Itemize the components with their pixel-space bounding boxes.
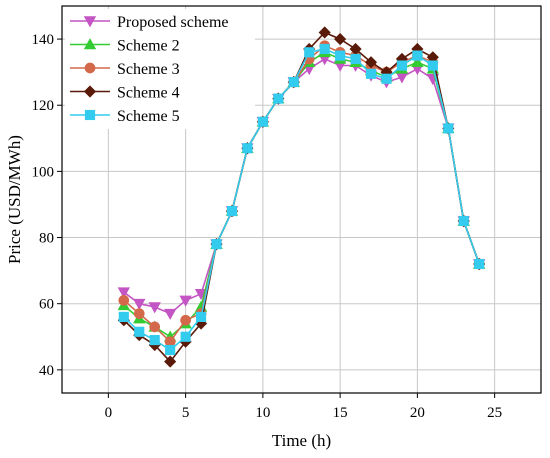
x-tick-label: 10	[255, 405, 270, 421]
legend-label: Scheme 3	[117, 61, 180, 78]
legend-item: Scheme 3	[70, 61, 180, 78]
legend-label: Scheme 2	[117, 38, 180, 55]
data-point	[149, 321, 161, 333]
x-tick-label: 25	[487, 405, 502, 421]
legend-label: Scheme 5	[117, 108, 180, 125]
data-point	[165, 344, 176, 356]
legend-marker	[84, 62, 96, 74]
legend-item: Scheme 5	[70, 108, 180, 125]
data-point	[365, 68, 377, 79]
data-point	[273, 93, 284, 104]
legend-item: Scheme 4	[70, 85, 180, 102]
data-point	[118, 311, 129, 322]
legend-label: Scheme 4	[117, 85, 180, 102]
data-point	[304, 47, 315, 58]
data-point	[134, 326, 145, 337]
data-point	[242, 143, 253, 154]
data-point	[350, 53, 361, 64]
y-tick-label: 140	[32, 32, 55, 48]
data-point	[148, 302, 161, 314]
data-point	[164, 355, 177, 368]
plot-frame	[61, 5, 542, 394]
data-point	[412, 50, 423, 61]
legend-marker	[83, 16, 97, 28]
y-tick-label: 60	[39, 297, 54, 313]
data-point	[133, 308, 145, 319]
x-tick-label: 20	[410, 405, 425, 421]
data-point	[180, 331, 191, 342]
data-point	[396, 60, 408, 71]
data-point	[179, 295, 192, 307]
data-point	[335, 50, 346, 61]
data-point	[149, 335, 160, 346]
x-tick-label: 0	[105, 405, 113, 421]
legend-box	[65, 9, 255, 129]
legend-marker	[83, 85, 97, 98]
x-tick-label: 5	[182, 405, 190, 421]
legend-label: Proposed scheme	[117, 14, 229, 31]
data-point	[364, 56, 378, 69]
legend: Proposed scheme Scheme 2 Scheme 3 Scheme 4 S…	[65, 9, 255, 129]
data-point	[334, 33, 347, 46]
data-point	[211, 239, 222, 250]
data-point	[411, 55, 424, 68]
y-tick-label: 120	[32, 98, 55, 114]
data-point	[474, 258, 485, 270]
data-point	[180, 314, 191, 326]
y-tick-label: 40	[39, 363, 54, 379]
legend-marker	[83, 38, 97, 50]
data-point	[163, 308, 177, 320]
series-scheme-5	[118, 43, 485, 356]
y-axis-label: Price (USD/MWh)	[5, 135, 24, 264]
data-point	[443, 123, 454, 134]
data-point	[319, 43, 330, 55]
legend-item: Scheme 2	[70, 38, 180, 55]
data-point	[118, 295, 130, 306]
y-tick-label: 100	[32, 164, 55, 180]
data-point	[195, 311, 207, 322]
data-point	[117, 287, 130, 299]
data-point	[427, 60, 438, 71]
data-point	[381, 73, 392, 84]
legend-item: Proposed scheme	[70, 14, 229, 31]
data-point	[226, 206, 238, 217]
axis-ticks: 0 5 10 15 20 25 40 60 80 100 120 140	[32, 32, 503, 421]
x-axis-label: Time (h)	[272, 431, 331, 450]
data-point	[133, 298, 146, 311]
legend-marker	[84, 109, 96, 121]
y-tick-label: 80	[39, 231, 54, 247]
data-point	[318, 26, 331, 39]
data-point	[257, 116, 268, 127]
data-point	[288, 77, 299, 88]
series-layer	[117, 26, 486, 368]
x-tick-label: 15	[333, 405, 348, 421]
data-point	[458, 215, 469, 227]
